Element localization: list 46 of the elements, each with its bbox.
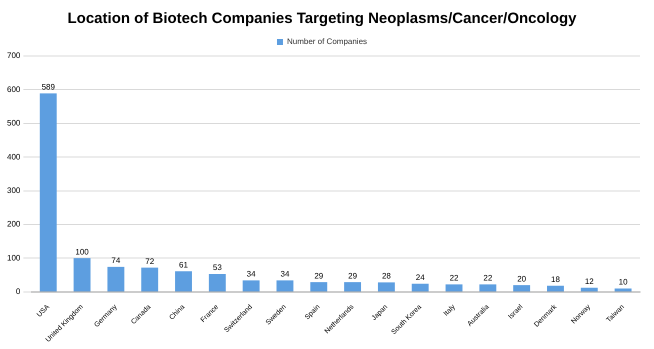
bar bbox=[74, 258, 91, 292]
data-label: 20 bbox=[517, 274, 527, 284]
data-label: 10 bbox=[618, 278, 628, 287]
y-tick-label: 600 bbox=[6, 84, 21, 94]
legend-label: Number of Companies bbox=[286, 37, 368, 46]
bar bbox=[513, 285, 530, 292]
bar bbox=[40, 93, 57, 292]
data-label: 34 bbox=[280, 270, 290, 279]
data-label: 29 bbox=[314, 271, 324, 280]
y-tick-label: 300 bbox=[6, 186, 21, 195]
data-label: 12 bbox=[584, 277, 594, 286]
y-tick-label: 200 bbox=[6, 220, 21, 229]
data-label: 34 bbox=[246, 270, 256, 279]
bar bbox=[208, 274, 226, 292]
bar bbox=[310, 282, 328, 292]
data-label: 72 bbox=[145, 256, 155, 266]
data-label: 24 bbox=[416, 272, 426, 282]
bar bbox=[242, 280, 260, 292]
bar bbox=[479, 284, 496, 292]
y-tick-label: 500 bbox=[6, 118, 21, 128]
bar bbox=[378, 282, 395, 292]
y-tick-label: 400 bbox=[6, 152, 21, 162]
bar bbox=[276, 280, 294, 292]
bar bbox=[175, 271, 192, 292]
data-label: 28 bbox=[382, 272, 392, 281]
data-label: 29 bbox=[348, 271, 358, 280]
data-label: 22 bbox=[450, 274, 460, 283]
bar bbox=[344, 282, 362, 292]
y-tick-label: 100 bbox=[6, 253, 21, 262]
data-label: 18 bbox=[551, 274, 560, 284]
data-label: 22 bbox=[483, 274, 493, 283]
bar bbox=[107, 266, 124, 292]
chart-title: Location of Biotech Companies Targeting Neoplasms/Cancer/Oncology bbox=[68, 10, 578, 28]
y-tick-label: 700 bbox=[6, 51, 21, 60]
data-label: 100 bbox=[75, 247, 90, 256]
bar bbox=[580, 288, 598, 292]
bar bbox=[547, 286, 564, 292]
data-label: 74 bbox=[111, 256, 121, 266]
data-label: 589 bbox=[42, 82, 56, 92]
bar bbox=[446, 284, 462, 292]
data-label: 61 bbox=[179, 260, 189, 270]
bar bbox=[614, 288, 632, 292]
data-label: 53 bbox=[212, 263, 222, 272]
bar bbox=[412, 284, 429, 292]
bar bbox=[141, 268, 158, 292]
y-tick-label: 0 bbox=[16, 287, 21, 296]
